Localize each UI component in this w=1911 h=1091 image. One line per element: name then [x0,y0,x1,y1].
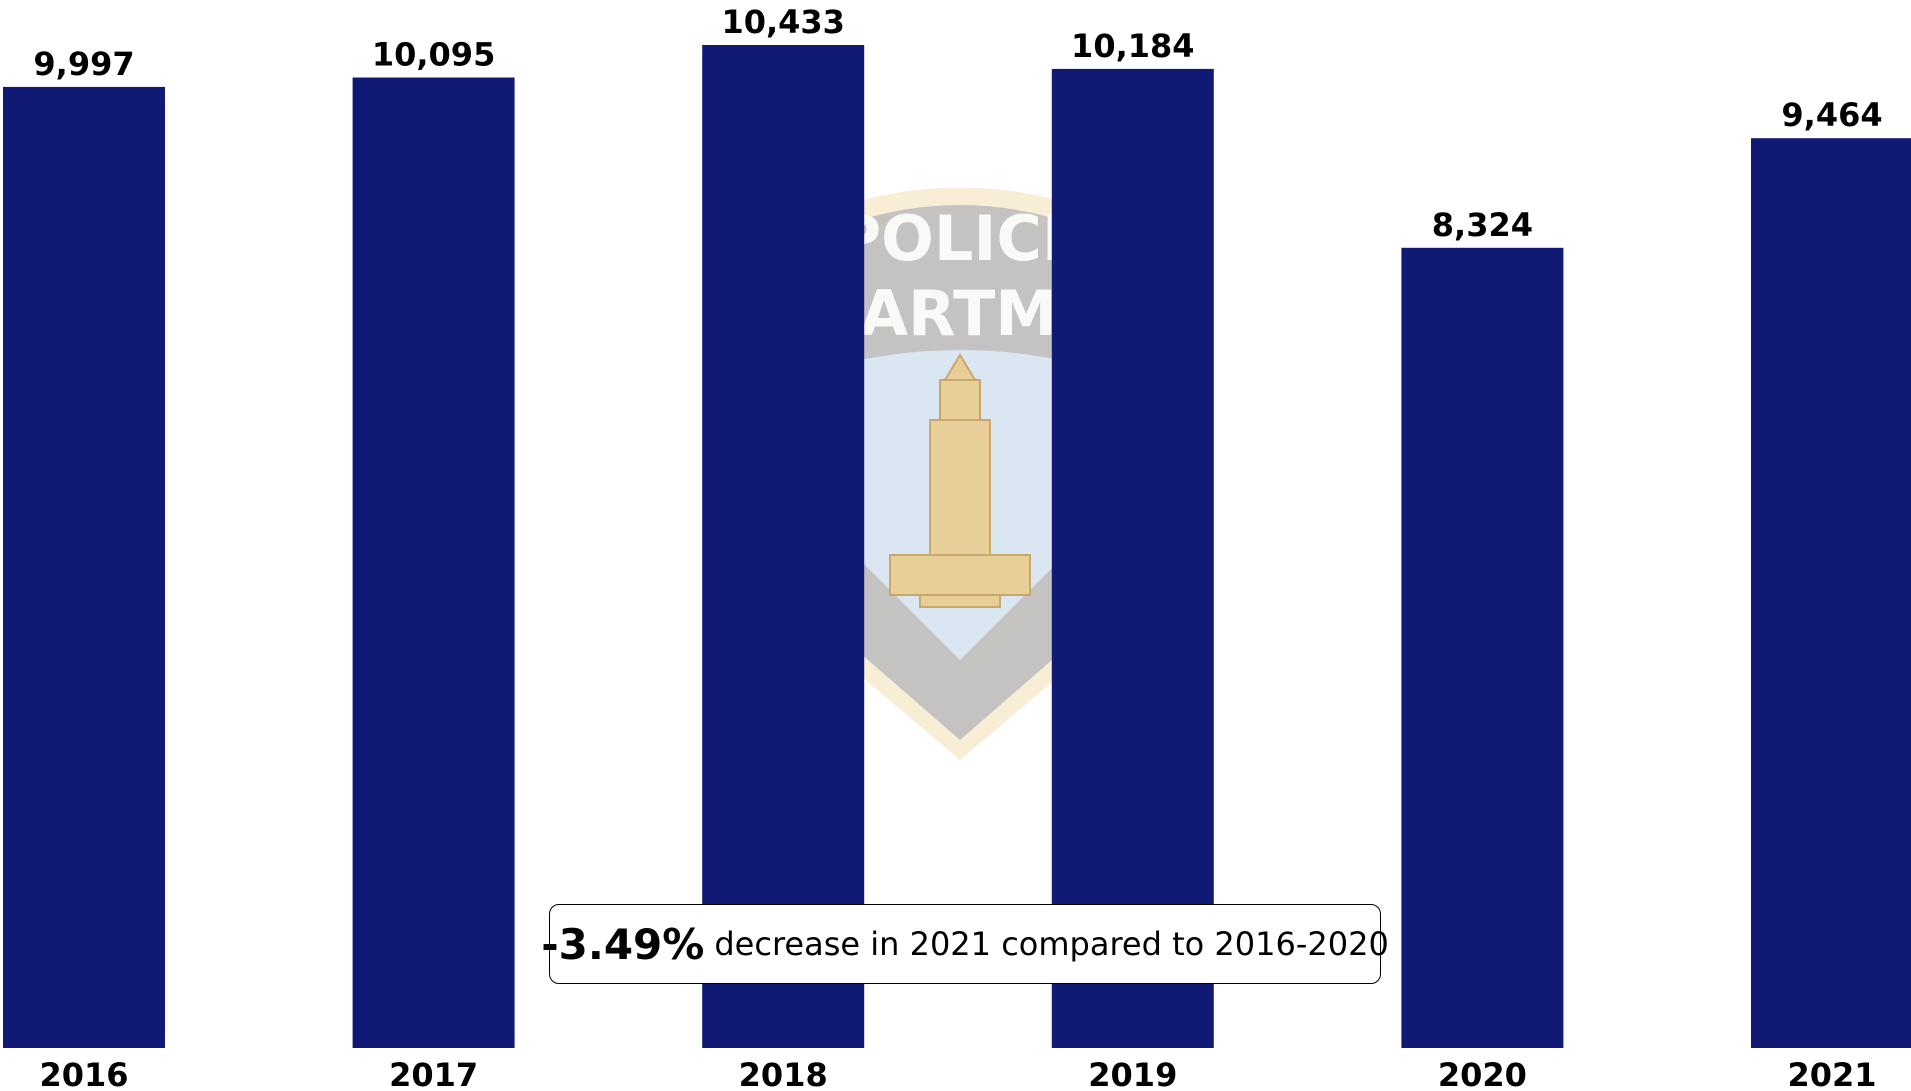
comparison-callout: -3.49% decrease in 2021 compared to 2016… [541,904,1389,984]
value-label-2018: 10,433 [721,3,844,41]
bar-2019 [1051,68,1214,1048]
x-tick-label-2019: 2019 [1088,1056,1177,1091]
callout-percent: -3.49% [541,919,705,969]
x-tick-label-2016: 2016 [39,1056,128,1091]
svg-text:POLICE: POLICE [836,202,1085,275]
capitol-building-icon [889,353,1031,608]
bar-2020 [1401,247,1564,1049]
x-tick-label-2021: 2021 [1787,1056,1876,1091]
bar-2016 [3,86,165,1048]
value-label-2021: 9,464 [1781,96,1882,134]
bar-2017 [352,77,515,1048]
bar-2021 [1751,138,1911,1048]
value-label-2020: 8,324 [1432,206,1533,244]
bars-layer [3,45,1911,1049]
value-label-2016: 9,997 [33,45,134,83]
bar-2018 [702,45,865,1048]
x-axis-tick-labels: 2016 2017 2018 2019 2020 2021 [39,1056,1876,1091]
x-tick-label-2018: 2018 [739,1056,828,1091]
value-label-2019: 10,184 [1071,27,1194,65]
value-labels-layer: 9,997 10,095 10,433 10,184 8,324 9,464 [33,3,1882,244]
x-tick-label-2020: 2020 [1438,1056,1527,1091]
x-tick-label-2017: 2017 [389,1056,478,1091]
callout-text: decrease in 2021 compared to 2016-2020 [714,925,1389,963]
value-label-2017: 10,095 [372,36,495,74]
